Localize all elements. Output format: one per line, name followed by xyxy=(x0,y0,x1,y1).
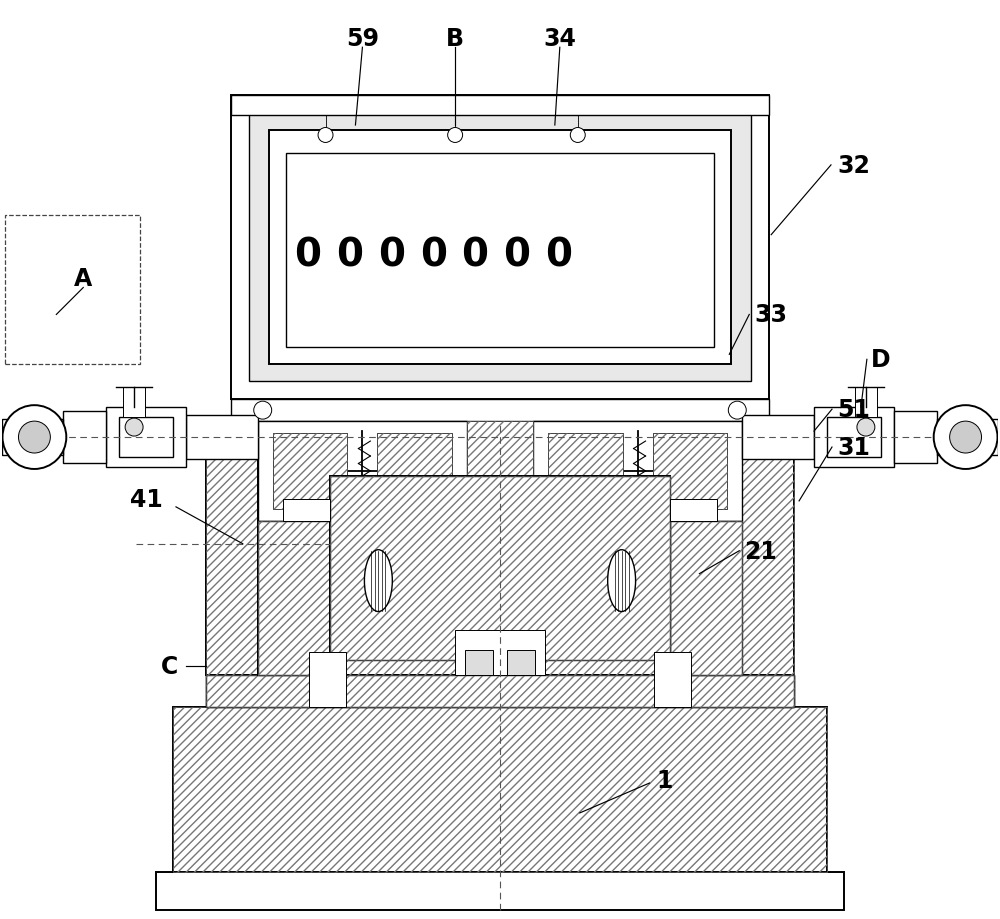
Text: 1: 1 xyxy=(656,768,673,792)
Bar xyxy=(742,422,794,675)
Circle shape xyxy=(570,129,585,143)
Circle shape xyxy=(950,422,982,453)
Circle shape xyxy=(254,402,272,420)
Bar xyxy=(653,434,727,509)
Bar xyxy=(283,499,330,521)
Bar xyxy=(249,114,751,381)
Bar xyxy=(231,96,769,116)
Text: 0: 0 xyxy=(336,236,363,274)
Text: 41: 41 xyxy=(130,487,162,511)
Text: C: C xyxy=(160,654,178,678)
Bar xyxy=(548,434,623,509)
Text: 59: 59 xyxy=(346,28,379,51)
Bar xyxy=(123,388,145,417)
Text: 0: 0 xyxy=(462,236,489,274)
Bar xyxy=(206,675,794,708)
Text: 0: 0 xyxy=(378,236,405,274)
Bar xyxy=(377,434,452,509)
Bar xyxy=(467,422,533,521)
Bar xyxy=(855,388,877,417)
Bar xyxy=(670,499,717,521)
Bar xyxy=(814,408,894,468)
Text: 21: 21 xyxy=(744,539,777,563)
Bar xyxy=(654,652,691,708)
Bar xyxy=(206,675,794,708)
Bar xyxy=(173,708,827,872)
Circle shape xyxy=(18,422,50,453)
Circle shape xyxy=(3,405,66,470)
Bar xyxy=(937,420,998,456)
Bar xyxy=(63,412,106,463)
Bar xyxy=(173,708,827,872)
Bar xyxy=(273,434,347,509)
Circle shape xyxy=(857,419,875,437)
Bar xyxy=(309,652,346,708)
Bar xyxy=(377,434,452,509)
Bar xyxy=(206,675,794,708)
Bar xyxy=(119,417,173,458)
Bar xyxy=(258,521,330,675)
Bar xyxy=(5,215,140,365)
Bar xyxy=(742,422,794,675)
Text: 0: 0 xyxy=(503,236,530,274)
Text: 51: 51 xyxy=(837,398,870,422)
Text: B: B xyxy=(446,28,464,51)
Bar xyxy=(231,400,769,422)
Text: A: A xyxy=(74,267,92,290)
Text: 0: 0 xyxy=(545,236,572,274)
Bar xyxy=(670,521,742,675)
Text: D: D xyxy=(871,348,891,372)
Bar xyxy=(231,96,769,400)
Circle shape xyxy=(728,402,746,420)
Text: 0: 0 xyxy=(420,236,447,274)
Text: 0: 0 xyxy=(294,236,321,274)
Bar xyxy=(465,651,493,675)
Bar xyxy=(258,422,742,675)
Bar xyxy=(330,476,670,661)
Bar xyxy=(670,521,742,675)
Bar xyxy=(269,130,731,365)
Bar xyxy=(258,422,742,675)
Bar xyxy=(206,422,258,675)
Bar xyxy=(206,422,258,675)
Bar xyxy=(742,415,814,460)
Bar xyxy=(330,476,670,661)
Circle shape xyxy=(934,405,997,470)
Bar xyxy=(653,434,727,509)
Bar xyxy=(106,408,186,468)
Ellipse shape xyxy=(608,550,636,612)
Text: 34: 34 xyxy=(543,28,576,51)
Bar xyxy=(507,651,535,675)
Circle shape xyxy=(125,419,143,437)
Bar xyxy=(186,415,258,460)
Bar xyxy=(455,630,545,675)
Text: 31: 31 xyxy=(837,436,870,460)
Bar xyxy=(330,476,670,661)
Bar xyxy=(286,153,714,348)
Ellipse shape xyxy=(364,550,392,612)
Text: 33: 33 xyxy=(754,303,787,327)
Bar xyxy=(894,412,937,463)
Circle shape xyxy=(448,129,463,143)
Bar xyxy=(827,417,881,458)
Text: 32: 32 xyxy=(837,153,870,177)
Bar xyxy=(156,872,844,910)
Bar xyxy=(273,434,347,509)
Circle shape xyxy=(318,129,333,143)
Bar xyxy=(533,422,742,521)
Bar xyxy=(258,422,467,521)
Bar xyxy=(467,422,533,521)
Bar xyxy=(548,434,623,509)
Bar xyxy=(258,521,330,675)
Bar xyxy=(2,420,63,456)
